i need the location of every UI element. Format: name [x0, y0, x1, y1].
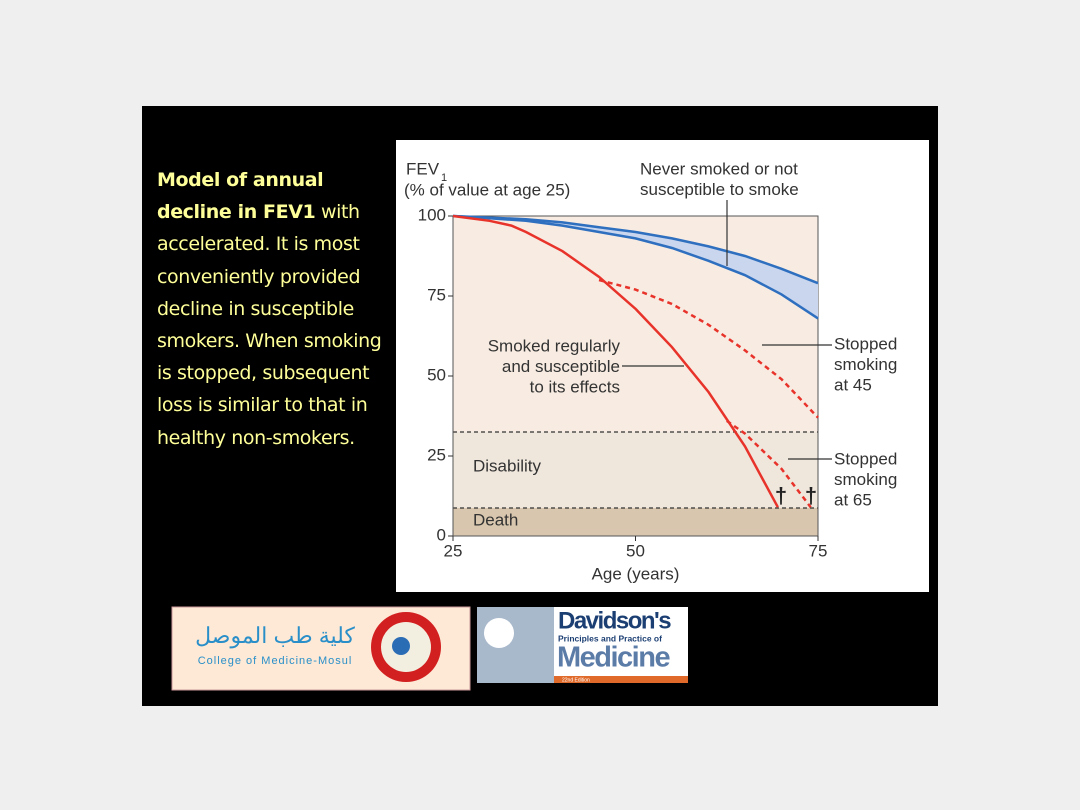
slide-text: Model of annual decline in FEV1 with acc… [157, 164, 393, 454]
series-annotation: at 45 [834, 375, 872, 394]
college-arabic: كلية طب الموصل [195, 623, 355, 649]
series-line [452, 214, 779, 508]
book-cover [477, 607, 554, 683]
zone [453, 508, 818, 536]
y-tick-label: 100 [418, 205, 446, 224]
emblem-bird [392, 637, 410, 655]
series-annotation: Stopped [834, 334, 897, 353]
series-annotation: to its effects [530, 377, 620, 396]
y-axis-label-unit: (% of value at age 25) [404, 180, 570, 199]
y-axis-label-sub: 1 [441, 172, 447, 184]
y-tick-label: 50 [427, 365, 446, 384]
series-annotation: Smoked regularly [488, 336, 621, 355]
series-annotation: susceptible to smoke [640, 180, 799, 199]
x-axis-label: Age (years) [592, 564, 680, 583]
x-tick-label: 50 [626, 541, 645, 560]
death-marker: † [805, 483, 817, 508]
y-axis-label: FEV [406, 159, 440, 178]
x-tick-label: 25 [444, 541, 463, 560]
death-marker: † [775, 483, 787, 508]
series-line [726, 419, 812, 508]
book-title: Davidson's [558, 607, 671, 634]
book-circle [484, 618, 514, 648]
book-sub: Principles and Practice of [558, 633, 662, 643]
y-tick-label: 0 [437, 525, 446, 544]
zone-label: Disability [473, 456, 542, 475]
band [453, 216, 818, 319]
book-main: Medicine [557, 642, 670, 674]
series-annotation: smoking [834, 355, 897, 374]
zone-label: Death [473, 510, 518, 529]
y-tick-label: 75 [427, 285, 446, 304]
series-annotation: smoking [834, 470, 897, 489]
book-band [554, 676, 688, 683]
series-annotation: at 65 [834, 490, 872, 509]
slide-text-bold: Model of annual decline in FEV1 [157, 169, 324, 224]
book-edition: 22nd Edition [562, 677, 590, 683]
college-name: College of Medicine-Mosul [198, 655, 353, 667]
series-annotation: and susceptible [502, 357, 620, 376]
x-tick-label: 75 [809, 541, 828, 560]
slide-text-rest: with accelerated. It is most convenientl… [157, 201, 382, 449]
series-annotation: Never smoked or not [640, 159, 798, 178]
series-line [452, 214, 819, 320]
series-line [598, 278, 819, 419]
y-tick-label: 25 [427, 445, 446, 464]
series-annotation: Stopped [834, 449, 897, 468]
band-upper [452, 214, 819, 285]
